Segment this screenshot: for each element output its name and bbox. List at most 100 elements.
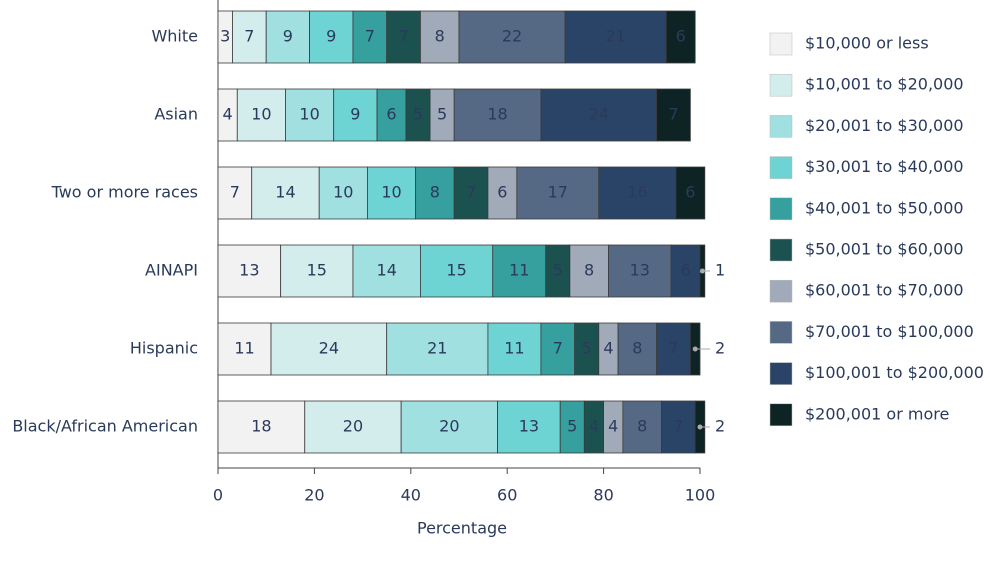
legend-label: $70,001 to $100,000 [805,322,974,341]
y-tick-label: AINAPI [145,261,198,280]
bar-segment [376,88,407,142]
y-tick-label: Hispanic [130,339,198,358]
data-label: 7 [673,417,683,436]
legend-swatch [769,73,793,97]
legend-swatch [769,32,793,56]
bar-segment [617,322,658,376]
data-label: 21 [605,27,625,46]
bar-segment [453,166,489,220]
data-label: 8 [637,417,647,436]
data-label: 7 [244,27,254,46]
data-label: 14 [377,261,397,280]
data-label: 20 [343,417,363,436]
data-label: 24 [589,105,609,124]
data-label: 13 [630,261,650,280]
data-label: 7 [466,183,476,202]
data-label: 11 [234,339,254,358]
data-label: 6 [497,183,507,202]
bar-segment [540,88,658,142]
bar-segment [492,244,547,298]
legend-swatch [769,156,793,179]
data-label: 5 [582,339,592,358]
x-tick-label: 60 [497,486,517,505]
bar-segment [232,10,267,64]
bar-segment [415,166,455,220]
bar-segment [569,244,609,298]
bar-segment [559,400,585,454]
bar-segment [545,244,571,298]
bar-segment [656,88,691,142]
legend-label: $60,001 to $70,000 [805,281,964,300]
data-label: 7 [398,27,408,46]
data-label: 8 [430,183,440,202]
data-label: 2 [715,417,725,436]
x-tick-label: 100 [685,486,716,505]
legend-label: $40,001 to $50,000 [805,198,964,217]
y-tick-label: White [151,27,198,46]
data-label: 15 [446,261,466,280]
data-label: 11 [504,339,524,358]
bar-segment [675,166,706,220]
bar-segment [386,322,489,376]
data-label: 5 [437,105,447,124]
bar-segment [400,400,498,454]
data-label: 10 [333,183,353,202]
legend-swatch [769,279,793,303]
bar-segment [665,10,696,64]
legend-label: $10,001 to $20,000 [805,75,964,94]
data-label: 13 [239,261,259,280]
data-label: 18 [487,105,507,124]
data-label: 2 [715,339,725,358]
bar-segment [429,88,455,142]
bar-segment [670,244,701,298]
legend-swatch [769,362,793,385]
data-label: 3 [220,27,230,46]
data-label: 7 [230,183,240,202]
data-label: 4 [603,339,613,358]
bar-segment [318,166,368,220]
data-label: 10 [381,183,401,202]
data-label: 5 [567,417,577,436]
legend-swatch [769,197,793,221]
bar-segment [420,244,494,298]
bar-segment [487,166,518,220]
data-label: 7 [668,105,678,124]
data-label: 10 [251,105,271,124]
bar-segment [352,244,421,298]
data-label: 6 [386,105,396,124]
data-label: 7 [668,339,678,358]
data-label: 24 [319,339,339,358]
legend-swatch [769,238,793,262]
data-label: 7 [365,27,375,46]
legend-swatch [769,403,793,427]
legend-label: $20,001 to $30,000 [805,116,964,135]
x-tick-label: 20 [304,486,324,505]
bar-segment [367,166,417,220]
data-label: 16 [627,183,647,202]
x-tick-label: 80 [593,486,613,505]
bar-segment [405,88,431,142]
bar-segment [217,244,282,298]
x-axis-label: Percentage [417,519,507,538]
data-label: 6 [685,183,695,202]
data-label: 7 [553,339,563,358]
bar-segment [458,10,566,64]
data-label: 6 [676,27,686,46]
bar-segment [453,88,542,142]
data-label: 22 [502,27,522,46]
bar-segment [598,166,677,220]
data-label: 10 [299,105,319,124]
data-label: 20 [439,417,459,436]
data-label: 4 [589,417,599,436]
legend-label: $50,001 to $60,000 [805,240,964,259]
legend-swatch [769,115,793,138]
y-tick-label: Two or more races [51,183,198,202]
data-label: 15 [307,261,327,280]
legend-label: $200,001 or more [805,404,949,423]
bar-segment [285,88,335,142]
bar-segment [217,400,306,454]
y-tick-label: Asian [154,105,198,124]
bar-segment [386,10,421,64]
data-label: 18 [251,417,271,436]
